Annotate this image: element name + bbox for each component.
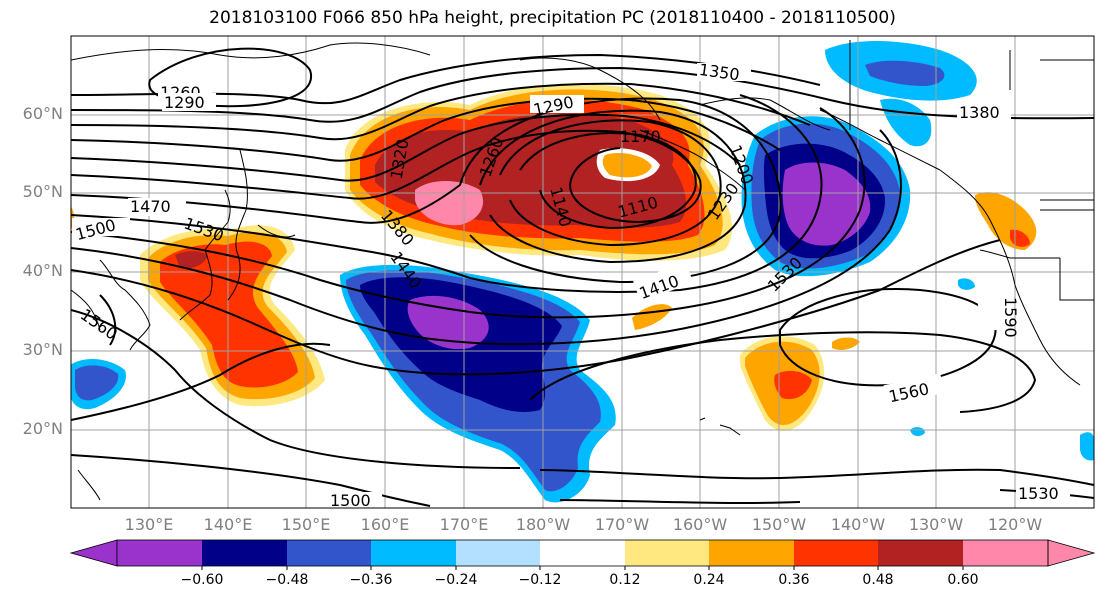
- lon-label: 150°W: [751, 515, 807, 534]
- lon-label: 130°W: [908, 515, 964, 534]
- lon-label: 130°E: [124, 515, 174, 534]
- precip-shading: [71, 41, 1094, 503]
- colorbar-tick-label: 0.12: [609, 572, 641, 588]
- colorbar-tick-label: 0.36: [778, 572, 810, 588]
- lat-label: 30°N: [22, 340, 63, 359]
- contour-label: 1290: [164, 93, 205, 112]
- contour-label: 1380: [959, 103, 1000, 122]
- lon-label: 150°E: [281, 515, 331, 534]
- contour-label: 1500: [330, 491, 371, 510]
- colorbar-tick-label: 0.24: [693, 572, 725, 588]
- colorbar: [69, 539, 1096, 570]
- lat-label: 50°N: [22, 182, 63, 201]
- lon-label: 140°W: [830, 515, 886, 534]
- height-contours: [71, 47, 1094, 507]
- contour-label: 1470: [130, 197, 171, 216]
- colorbar-tick-label: 0.48: [862, 572, 894, 588]
- map-title: 2018103100 F066 850 hPa height, precipit…: [209, 8, 896, 28]
- lat-label: 40°N: [22, 261, 63, 280]
- lon-label: 170°E: [439, 515, 489, 534]
- lon-label: 170°W: [594, 515, 650, 534]
- lon-label: 140°E: [203, 515, 253, 534]
- colorbar-tick-label: −0.48: [265, 572, 309, 588]
- colorbar-tick-label: −0.60: [180, 572, 224, 588]
- lon-label: 120°W: [987, 515, 1043, 534]
- contour-label: 1530: [1018, 484, 1059, 503]
- lon-label: 160°E: [360, 515, 410, 534]
- contour-label: 1590: [1001, 297, 1020, 338]
- lon-label: 160°W: [672, 515, 728, 534]
- colorbar-tick-label: 0.60: [947, 572, 979, 588]
- map-frame: [70, 35, 1095, 509]
- colorbar-tick-label: −0.36: [349, 572, 393, 588]
- colorbar-tick-label: −0.24: [434, 572, 478, 588]
- colorbar-tick-label: −0.12: [518, 572, 562, 588]
- lon-label: 180°W: [515, 515, 571, 534]
- graticule: [71, 36, 1094, 508]
- lat-label: 20°N: [22, 419, 63, 438]
- contour-label: 1170: [620, 127, 661, 146]
- lat-label: 60°N: [22, 104, 63, 123]
